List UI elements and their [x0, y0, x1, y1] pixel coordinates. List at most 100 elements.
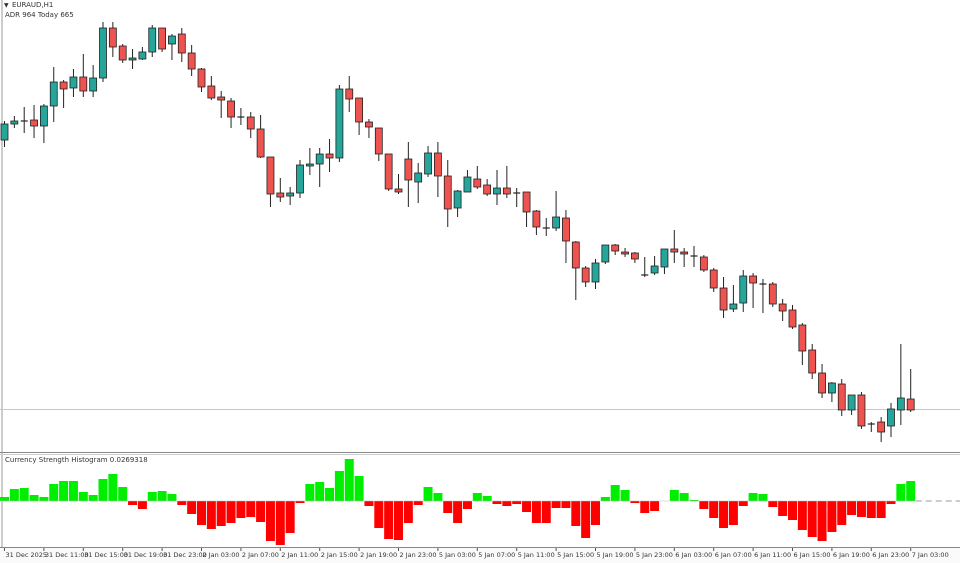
symbol-menu-arrow-icon[interactable]: ▼ — [4, 2, 9, 9]
candle[interactable] — [207, 76, 216, 100]
candle[interactable] — [719, 277, 728, 318]
candle[interactable] — [394, 174, 403, 194]
candle[interactable] — [759, 279, 767, 313]
candle[interactable] — [325, 139, 334, 172]
candle[interactable] — [237, 108, 245, 125]
candle[interactable] — [286, 187, 295, 205]
candle[interactable] — [296, 160, 304, 198]
candle[interactable] — [562, 210, 570, 263]
candle[interactable] — [739, 270, 748, 312]
candle[interactable] — [660, 248, 669, 274]
candle[interactable] — [837, 379, 846, 416]
candle[interactable] — [335, 85, 344, 162]
candle[interactable] — [158, 27, 167, 52]
candle[interactable] — [571, 241, 580, 300]
candle[interactable] — [641, 257, 649, 277]
candle[interactable] — [374, 127, 383, 161]
candle[interactable] — [79, 54, 88, 97]
candle[interactable] — [650, 256, 659, 275]
candle[interactable] — [828, 382, 836, 402]
candle[interactable] — [424, 146, 432, 177]
candle[interactable] — [768, 282, 777, 307]
candle[interactable] — [10, 116, 19, 128]
candle[interactable] — [463, 170, 472, 193]
candle[interactable] — [552, 191, 560, 231]
candle[interactable] — [276, 178, 285, 202]
candle[interactable] — [256, 115, 265, 158]
candle[interactable] — [69, 69, 78, 97]
candle[interactable] — [217, 91, 226, 118]
candle[interactable] — [749, 273, 757, 308]
candle[interactable] — [20, 107, 28, 133]
candle[interactable] — [690, 246, 698, 267]
candle[interactable] — [168, 34, 176, 60]
candle[interactable] — [483, 179, 492, 196]
candle[interactable] — [887, 403, 895, 437]
candle[interactable] — [699, 255, 708, 272]
candle[interactable] — [108, 22, 117, 57]
candle[interactable] — [315, 148, 324, 187]
candle[interactable] — [177, 28, 186, 62]
candle[interactable] — [581, 266, 590, 287]
candle[interactable] — [148, 25, 157, 57]
candle-body — [325, 153, 334, 159]
candle[interactable] — [808, 344, 817, 379]
candle[interactable] — [355, 97, 364, 135]
candle[interactable] — [788, 305, 797, 329]
candle[interactable] — [778, 299, 787, 321]
candle[interactable] — [493, 170, 501, 205]
candle[interactable] — [227, 98, 235, 128]
candle[interactable] — [621, 248, 629, 257]
candle[interactable] — [857, 392, 866, 429]
candle[interactable] — [542, 218, 550, 236]
candle[interactable] — [49, 67, 58, 122]
candle[interactable] — [631, 252, 639, 263]
candle[interactable] — [453, 190, 462, 217]
candle[interactable] — [246, 112, 255, 138]
candle[interactable] — [591, 259, 600, 289]
candle[interactable] — [443, 160, 452, 227]
candle[interactable] — [187, 45, 196, 76]
candle[interactable] — [138, 47, 147, 60]
candle[interactable] — [89, 65, 98, 97]
candle[interactable] — [40, 104, 48, 143]
candle-body — [59, 81, 68, 90]
candle[interactable] — [847, 394, 856, 415]
candle[interactable] — [513, 188, 521, 207]
candle[interactable] — [99, 22, 107, 82]
candle[interactable] — [818, 364, 826, 398]
candle[interactable] — [729, 285, 738, 312]
histogram-bar-negative — [403, 501, 413, 523]
candle[interactable] — [118, 44, 127, 63]
candle[interactable] — [305, 148, 314, 175]
candle[interactable] — [266, 156, 275, 207]
candle[interactable] — [59, 80, 68, 108]
candle[interactable] — [433, 142, 442, 197]
candle[interactable] — [906, 369, 915, 412]
candle[interactable] — [522, 191, 531, 227]
candle[interactable] — [611, 244, 620, 255]
histogram-bar-negative — [177, 501, 187, 505]
candle[interactable] — [365, 119, 373, 138]
histogram-bar-negative — [886, 501, 896, 504]
candle[interactable] — [345, 76, 354, 112]
candle[interactable] — [128, 49, 137, 69]
candle[interactable] — [30, 105, 38, 138]
candle[interactable] — [384, 153, 393, 191]
candle[interactable] — [896, 344, 905, 425]
candle[interactable] — [414, 163, 423, 203]
candle[interactable] — [502, 166, 511, 198]
candle[interactable] — [798, 323, 807, 365]
candle[interactable] — [473, 166, 482, 189]
candle[interactable] — [867, 422, 875, 432]
candle[interactable] — [680, 248, 689, 267]
candle[interactable] — [197, 68, 206, 92]
candle[interactable] — [532, 210, 541, 235]
candle[interactable] — [0, 121, 9, 147]
candle[interactable] — [404, 142, 413, 207]
candle[interactable] — [601, 244, 610, 264]
candle[interactable] — [709, 268, 718, 292]
candle[interactable] — [670, 230, 679, 263]
candle[interactable] — [877, 417, 886, 442]
